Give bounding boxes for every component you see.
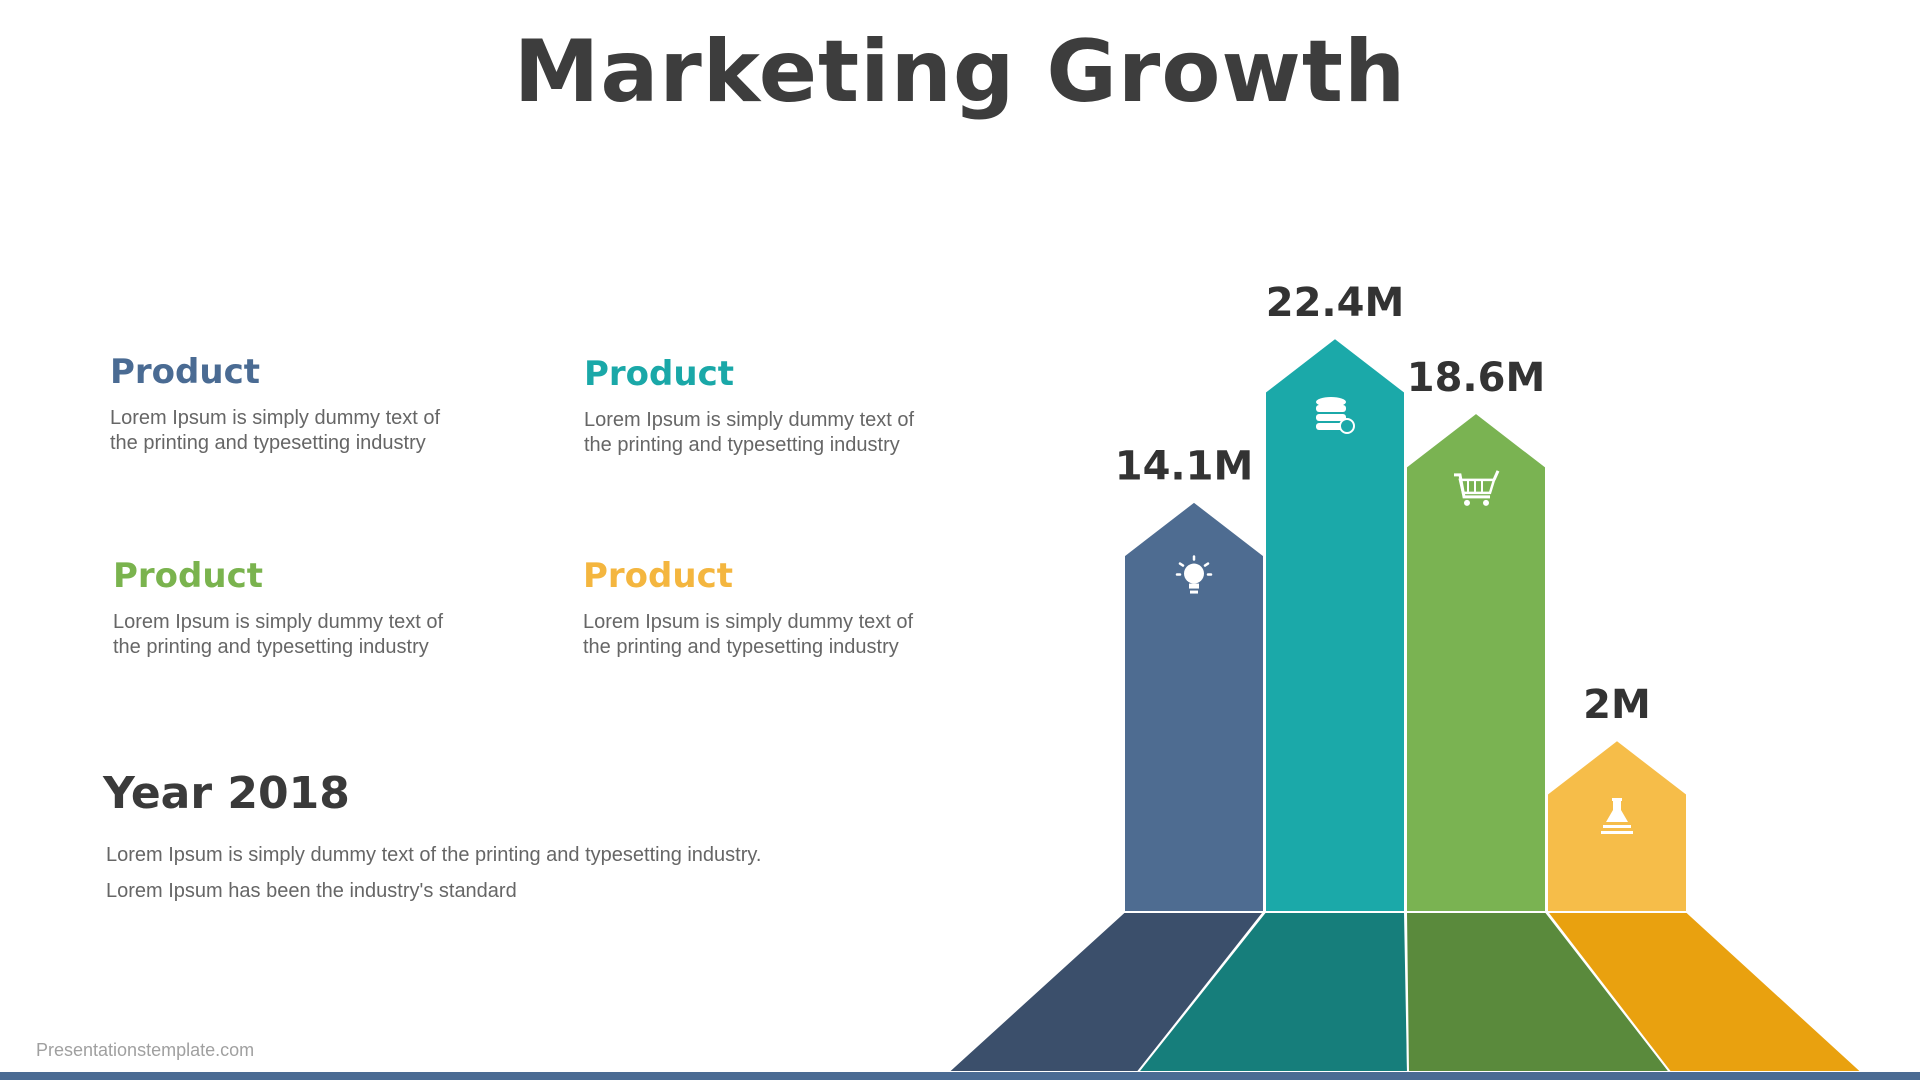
product-card-description: Lorem Ipsum is simply dummy text of the … bbox=[583, 610, 1003, 660]
product-card-1: Product Lorem Ipsum is simply dummy text… bbox=[110, 352, 530, 456]
product-card-line: the printing and typesetting industry bbox=[110, 432, 426, 454]
product-card-line: the printing and typesetting industry bbox=[113, 636, 429, 658]
product-card-4: Product Lorem Ipsum is simply dummy text… bbox=[583, 556, 1003, 660]
chart-value-label: 18.6M bbox=[1407, 355, 1546, 401]
flask-icon bbox=[1601, 798, 1633, 834]
product-card-line: the printing and typesetting industry bbox=[584, 434, 900, 456]
lightbulb-icon bbox=[1175, 555, 1213, 594]
product-card-line: Lorem Ipsum is simply dummy text of bbox=[583, 611, 914, 633]
chart-value-label: 22.4M bbox=[1266, 280, 1405, 326]
product-card-description: Lorem Ipsum is simply dummy text of the … bbox=[584, 408, 1004, 458]
product-card-line: the printing and typesetting industry bbox=[583, 636, 899, 658]
product-card-2: Product Lorem Ipsum is simply dummy text… bbox=[584, 354, 1004, 458]
product-card-description: Lorem Ipsum is simply dummy text of the … bbox=[113, 610, 533, 660]
page-title: Marketing Growth bbox=[513, 22, 1407, 122]
chart-value-label: 14.1M bbox=[1115, 444, 1254, 490]
product-card-title: Product bbox=[110, 352, 260, 392]
shopping-cart-icon bbox=[1454, 470, 1500, 506]
product-card-3: Product Lorem Ipsum is simply dummy text… bbox=[113, 556, 533, 660]
product-card-line: Lorem Ipsum is simply dummy text of bbox=[584, 409, 915, 431]
product-card-title: Product bbox=[113, 556, 263, 596]
product-card-line: Lorem Ipsum is simply dummy text of bbox=[113, 611, 444, 633]
chart-bar bbox=[1405, 411, 1547, 913]
bottom-bar bbox=[0, 1072, 1920, 1080]
database-cloud-icon bbox=[1316, 397, 1355, 434]
product-card-title: Product bbox=[583, 556, 733, 596]
chart-value-label: 2M bbox=[1583, 682, 1651, 728]
chart-bar bbox=[1123, 500, 1265, 913]
chart-bar bbox=[1264, 336, 1406, 913]
product-card-line: Lorem Ipsum is simply dummy text of bbox=[110, 407, 441, 429]
product-card-title: Product bbox=[584, 354, 734, 394]
footer-source: Presentationstemplate.com bbox=[36, 1040, 255, 1060]
year-description-line: Lorem Ipsum has been the industry's stan… bbox=[106, 880, 517, 902]
year-title: Year 2018 bbox=[103, 768, 350, 819]
product-card-description: Lorem Ipsum is simply dummy text of the … bbox=[110, 406, 530, 456]
year-description-line: Lorem Ipsum is simply dummy text of the … bbox=[106, 844, 762, 866]
